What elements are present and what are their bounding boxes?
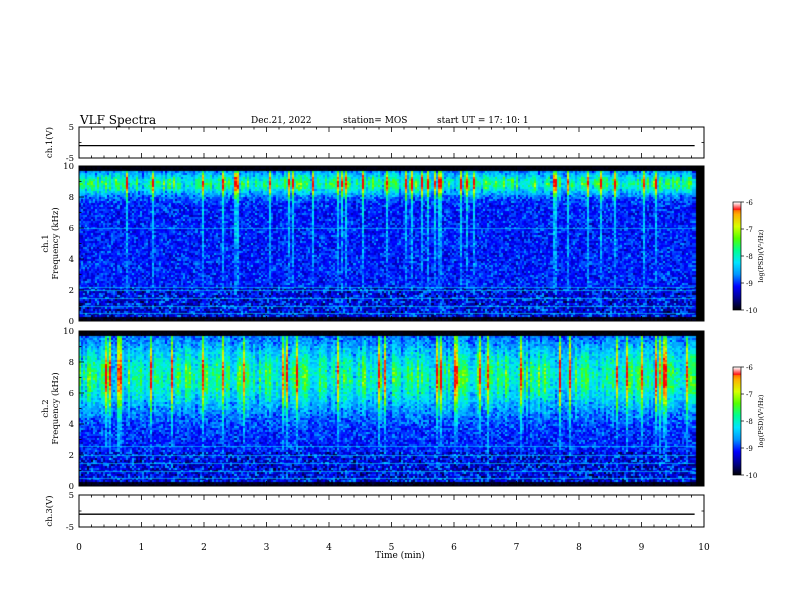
x-tick-label: 1	[139, 543, 145, 553]
panel-frame	[78, 494, 705, 528]
ch1-spectrogram-ylabel-channel: ch.1	[41, 234, 51, 252]
x-tick-label: 2	[201, 543, 207, 553]
colorbar-tick-label: -6	[746, 199, 753, 207]
ch2-spectrogram-ylabel-channel: ch.2	[41, 399, 51, 417]
x-axis-label: Time (min)	[375, 550, 425, 561]
y-tick-label: 10	[63, 327, 74, 337]
start-time-label: start UT = 17: 10: 1	[437, 116, 529, 126]
ch2-spectrogram-image	[79, 331, 704, 486]
date-label: Dec.21, 2022	[251, 116, 312, 126]
station-label: station= MOS	[343, 116, 408, 126]
colorbar-tick-label: -8	[746, 418, 753, 426]
y-tick-label: 2	[69, 286, 74, 296]
y-tick-label: 4	[69, 420, 74, 430]
y-tick-label: 5	[69, 491, 74, 501]
panel-4-axes: 5 -5	[66, 491, 705, 533]
colorbar-tick-label: -8	[746, 253, 753, 261]
ch3-voltage-ylabel: ch.3(V)	[44, 495, 55, 526]
y-tick-label: 0	[69, 317, 74, 327]
y-tick-label: 0	[69, 482, 74, 492]
y-tick-label: 5	[69, 123, 74, 133]
ch1-spectrogram-colorbar	[733, 202, 741, 310]
y-tick-label: 8	[69, 193, 74, 203]
panel-3-axes: 0 2 4 6 8 10	[63, 327, 705, 492]
ch1-spectrogram-image	[79, 166, 704, 321]
colorbar-tick-label: -7	[746, 391, 753, 399]
colorbar-tick-label: -10	[746, 472, 757, 480]
ch2-spectrogram-colorbar	[733, 367, 741, 475]
colorbar-tick-label: -9	[746, 280, 753, 288]
x-tick-label: 0	[76, 543, 82, 553]
figure-title: VLF Spectra	[80, 113, 157, 127]
panel-1-axes: 5 -5	[66, 123, 705, 164]
panel-2-axes: 0 2 4 6 8 10	[63, 162, 705, 327]
y-tick-label: 2	[69, 451, 74, 461]
y-tick-label: -5	[66, 154, 74, 164]
x-tick-label: 7	[514, 543, 520, 553]
y-tick-label: 10	[63, 162, 74, 172]
ch2-spectrogram-colorbar-label: log(PSD)(V²/Hz)	[757, 394, 765, 447]
x-tick-label: 8	[576, 543, 582, 553]
ch1-voltage-ylabel: ch.1(V)	[44, 127, 55, 158]
colorbar-tick-label: -10	[746, 307, 757, 315]
y-tick-label: 4	[69, 255, 74, 265]
ch1-spectrogram-ylabel-frequency: Frequency (kHz)	[50, 207, 61, 279]
y-tick-label: 6	[69, 224, 74, 234]
y-tick-label: 8	[69, 358, 74, 368]
y-tick-label: 6	[69, 389, 74, 399]
x-tick-label: 9	[639, 543, 645, 553]
x-tick-label: 6	[451, 543, 457, 553]
panel-frame	[78, 165, 705, 322]
panel-frame	[78, 126, 705, 159]
x-tick-label: 5	[389, 543, 395, 553]
y-tick-label: -5	[66, 523, 74, 533]
x-tick-label: 3	[264, 543, 270, 553]
panel-frame	[78, 330, 705, 487]
colorbar-tick-label: -6	[746, 364, 753, 372]
colorbar-tick-label: -9	[746, 445, 753, 453]
colorbar-tick-label: -7	[746, 226, 753, 234]
ch1-spectrogram-colorbar-label: log(PSD)(V²/Hz)	[757, 229, 765, 282]
x-tick-label: 4	[326, 543, 332, 553]
x-tick-label: 10	[698, 543, 710, 553]
ch2-spectrogram-ylabel-frequency: Frequency (kHz)	[50, 372, 61, 444]
